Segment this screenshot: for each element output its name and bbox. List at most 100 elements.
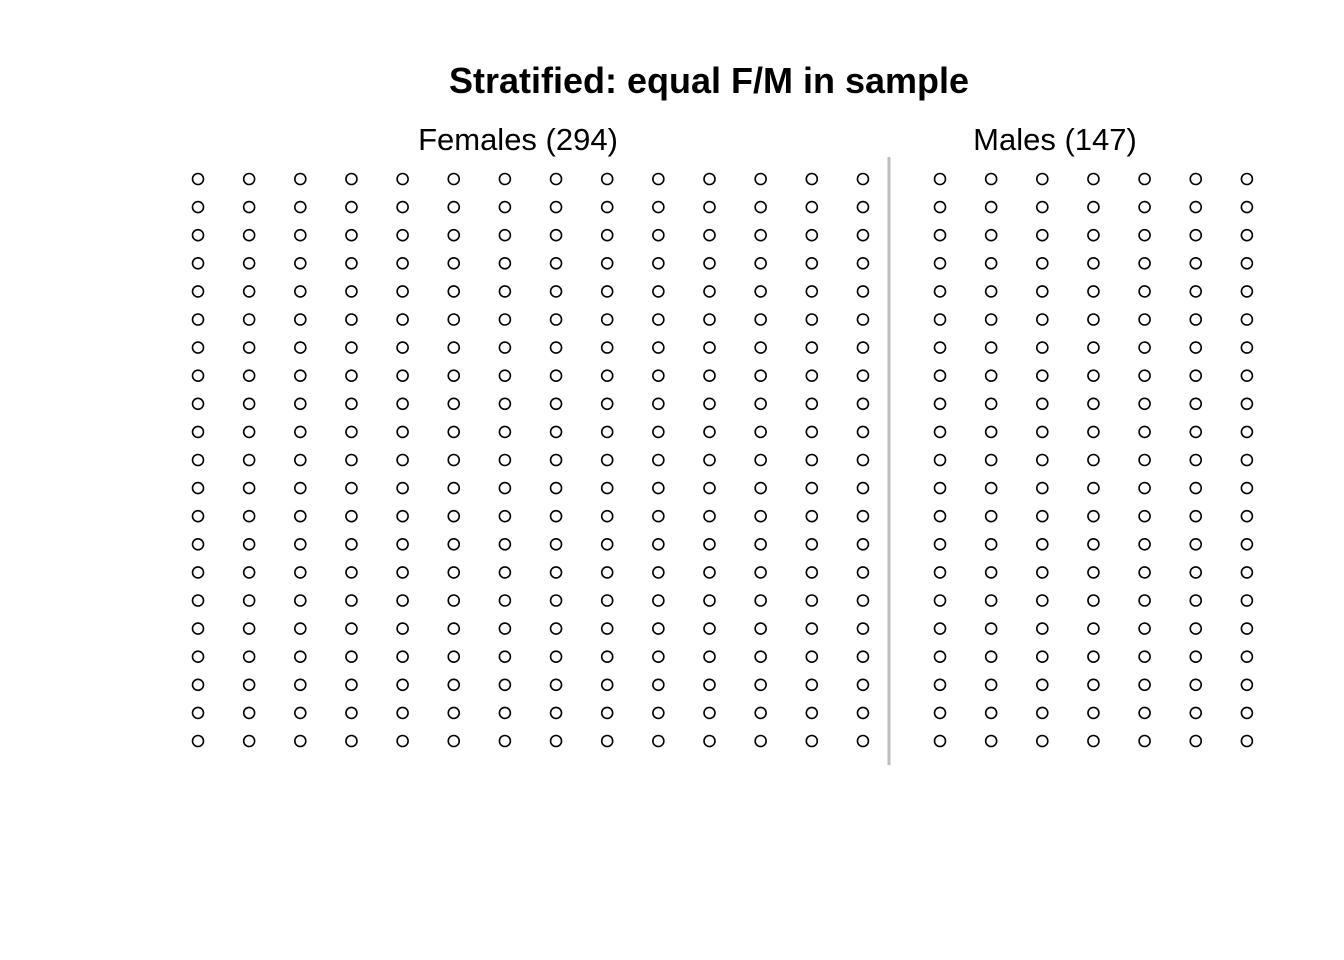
female-point xyxy=(498,425,512,439)
female-point xyxy=(396,706,409,720)
female-point xyxy=(447,678,461,692)
male-point xyxy=(1240,285,1254,298)
male-point xyxy=(1189,650,1203,664)
female-point xyxy=(498,537,512,551)
female-point xyxy=(498,622,512,635)
female-point xyxy=(345,509,358,523)
male-point xyxy=(933,200,947,214)
female-point xyxy=(600,622,614,635)
female-point xyxy=(447,509,461,523)
female-point xyxy=(805,453,819,467)
female-point xyxy=(703,453,716,467)
female-point xyxy=(396,678,409,692)
female-point xyxy=(498,481,512,495)
male-point xyxy=(1240,706,1254,720)
female-point xyxy=(191,285,205,298)
male-point xyxy=(984,706,998,720)
female-point xyxy=(396,734,409,748)
male-point xyxy=(933,622,947,635)
female-point xyxy=(703,369,716,383)
male-point xyxy=(1087,285,1100,298)
female-point xyxy=(856,622,870,635)
female-point xyxy=(447,706,461,720)
female-point xyxy=(191,594,205,607)
male-point xyxy=(984,341,998,354)
female-point xyxy=(703,622,716,635)
female-point xyxy=(600,678,614,692)
male-point xyxy=(1189,678,1203,692)
male-point xyxy=(1240,397,1254,411)
male-point xyxy=(1240,566,1254,579)
male-point xyxy=(1189,566,1203,579)
female-point xyxy=(191,481,205,495)
female-point xyxy=(549,566,563,579)
female-point xyxy=(549,285,563,298)
male-point xyxy=(1036,397,1049,411)
female-point xyxy=(549,172,563,186)
male-point xyxy=(1240,481,1254,495)
chart-title: Stratified: equal F/M in sample xyxy=(449,60,969,101)
female-point xyxy=(703,566,716,579)
male-point xyxy=(1087,397,1100,411)
female-point xyxy=(345,734,358,748)
female-point xyxy=(242,622,256,635)
male-point xyxy=(1087,453,1100,467)
male-point xyxy=(1240,200,1254,214)
female-point xyxy=(242,285,256,298)
male-point xyxy=(1189,481,1203,495)
female-point xyxy=(754,509,767,523)
female-point xyxy=(345,566,358,579)
female-point xyxy=(447,285,461,298)
female-point xyxy=(600,172,614,186)
female-point xyxy=(549,678,563,692)
female-point xyxy=(498,228,512,242)
male-point xyxy=(933,397,947,411)
male-point xyxy=(1036,341,1049,354)
male-point xyxy=(933,285,947,298)
female-point xyxy=(703,285,716,298)
female-point xyxy=(805,425,819,439)
female-point xyxy=(447,537,461,551)
female-point xyxy=(652,200,665,214)
female-point xyxy=(652,650,665,664)
male-point xyxy=(1138,706,1151,720)
female-point xyxy=(498,313,512,326)
male-point xyxy=(1036,453,1049,467)
male-point xyxy=(1036,594,1049,607)
female-point xyxy=(447,313,461,326)
female-point xyxy=(600,200,614,214)
male-point xyxy=(933,453,947,467)
female-point xyxy=(396,313,409,326)
female-point xyxy=(447,453,461,467)
male-point xyxy=(984,313,998,326)
female-point xyxy=(549,622,563,635)
male-point xyxy=(1138,256,1151,270)
female-point xyxy=(498,369,512,383)
female-point xyxy=(498,678,512,692)
female-point xyxy=(242,172,256,186)
female-point xyxy=(754,200,767,214)
male-point xyxy=(1138,397,1151,411)
female-point xyxy=(600,537,614,551)
female-point xyxy=(345,172,358,186)
female-point xyxy=(652,453,665,467)
female-point xyxy=(805,594,819,607)
female-point xyxy=(703,256,716,270)
male-point xyxy=(1087,734,1100,748)
male-point xyxy=(984,509,998,523)
female-point xyxy=(498,172,512,186)
male-point xyxy=(1036,285,1049,298)
female-point xyxy=(652,706,665,720)
male-point xyxy=(933,369,947,383)
male-point xyxy=(1240,172,1254,186)
female-point xyxy=(754,678,767,692)
female-point xyxy=(293,341,307,354)
female-point xyxy=(754,228,767,242)
female-point xyxy=(652,537,665,551)
male-point xyxy=(1087,200,1100,214)
female-point xyxy=(703,397,716,411)
female-point xyxy=(191,341,205,354)
female-point xyxy=(293,256,307,270)
female-point xyxy=(345,228,358,242)
female-point xyxy=(396,509,409,523)
